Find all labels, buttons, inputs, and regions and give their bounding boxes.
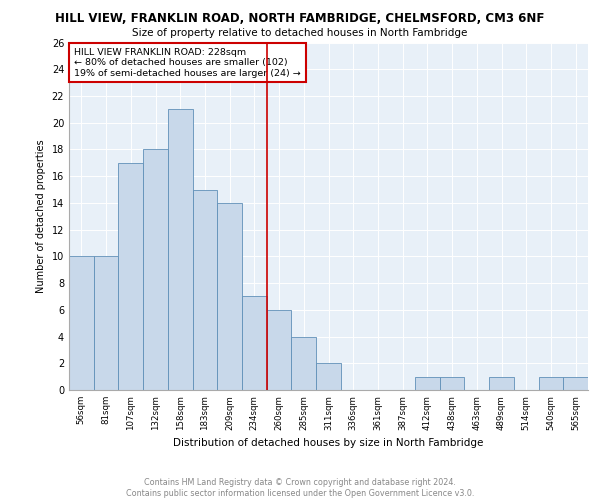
Bar	[193, 190, 217, 390]
Bar	[563, 376, 588, 390]
Text: HILL VIEW FRANKLIN ROAD: 228sqm
← 80% of detached houses are smaller (102)
19% o: HILL VIEW FRANKLIN ROAD: 228sqm ← 80% of…	[74, 48, 301, 78]
Bar	[415, 376, 440, 390]
Bar	[292, 336, 316, 390]
Bar	[69, 256, 94, 390]
Bar	[143, 150, 168, 390]
Bar	[168, 110, 193, 390]
Text: HILL VIEW, FRANKLIN ROAD, NORTH FAMBRIDGE, CHELMSFORD, CM3 6NF: HILL VIEW, FRANKLIN ROAD, NORTH FAMBRIDG…	[55, 12, 545, 26]
X-axis label: Distribution of detached houses by size in North Fambridge: Distribution of detached houses by size …	[173, 438, 484, 448]
Bar	[440, 376, 464, 390]
Bar	[94, 256, 118, 390]
Text: Size of property relative to detached houses in North Fambridge: Size of property relative to detached ho…	[133, 28, 467, 38]
Bar	[242, 296, 267, 390]
Bar	[489, 376, 514, 390]
Bar	[118, 163, 143, 390]
Bar	[539, 376, 563, 390]
Bar	[217, 203, 242, 390]
Bar	[267, 310, 292, 390]
Text: Contains HM Land Registry data © Crown copyright and database right 2024.
Contai: Contains HM Land Registry data © Crown c…	[126, 478, 474, 498]
Y-axis label: Number of detached properties: Number of detached properties	[36, 140, 46, 293]
Bar	[316, 364, 341, 390]
